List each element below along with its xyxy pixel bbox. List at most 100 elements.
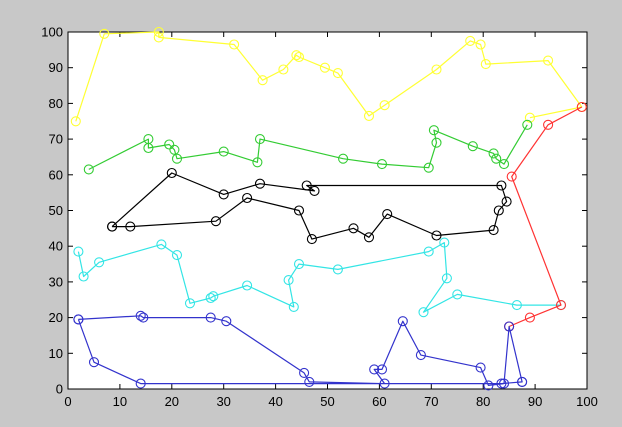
data-point xyxy=(423,162,434,173)
data-point xyxy=(439,237,450,248)
data-point xyxy=(543,119,554,130)
data-point xyxy=(475,362,486,373)
data-point xyxy=(156,239,167,250)
data-point xyxy=(205,292,216,304)
data-point xyxy=(288,301,299,312)
data-point xyxy=(301,180,312,191)
data-point xyxy=(491,153,502,164)
data-point xyxy=(348,223,359,234)
x-tick-label: 10 xyxy=(113,394,127,409)
data-point xyxy=(496,180,507,191)
data-point xyxy=(278,64,289,75)
data-point xyxy=(184,298,196,309)
data-point xyxy=(218,189,229,200)
x-tick-label: 40 xyxy=(268,394,282,409)
data-point xyxy=(293,51,305,63)
data-point xyxy=(511,300,522,311)
data-point xyxy=(78,271,89,282)
data-point xyxy=(99,28,110,39)
x-tick-label: 90 xyxy=(528,394,542,409)
data-point xyxy=(205,312,216,323)
series-3 xyxy=(73,237,567,318)
data-point xyxy=(423,246,434,257)
data-point xyxy=(431,230,442,241)
data-point xyxy=(431,137,442,148)
data-point xyxy=(555,300,567,311)
x-tick-label: 60 xyxy=(372,394,386,409)
data-point xyxy=(376,159,388,170)
data-point xyxy=(493,205,504,216)
data-point xyxy=(171,153,183,164)
data-point xyxy=(153,32,164,43)
y-tick-label: 0 xyxy=(56,382,63,397)
data-point xyxy=(70,116,81,127)
series-line xyxy=(88,124,528,170)
data-point xyxy=(480,59,491,70)
y-tick-label: 50 xyxy=(49,203,63,218)
y-tick-label: 70 xyxy=(49,132,63,147)
data-point xyxy=(382,209,393,220)
y-tick-label: 30 xyxy=(49,274,63,289)
series-1 xyxy=(83,119,533,175)
data-point xyxy=(306,234,317,245)
data-point xyxy=(319,62,330,73)
data-point xyxy=(576,101,587,113)
data-point xyxy=(254,178,266,189)
data-point xyxy=(363,232,375,243)
data-point xyxy=(229,39,240,50)
y-tick-label: 100 xyxy=(41,25,63,40)
data-point xyxy=(488,148,499,159)
data-point xyxy=(242,192,253,204)
series-2 xyxy=(107,167,512,245)
data-point xyxy=(522,119,533,130)
series-layer xyxy=(70,26,587,391)
data-point xyxy=(73,246,84,257)
data-point xyxy=(88,357,100,368)
data-point xyxy=(506,171,517,182)
data-point xyxy=(363,110,375,121)
data-point xyxy=(379,100,390,111)
data-point xyxy=(210,216,221,227)
y-tick-label: 10 xyxy=(49,346,63,361)
data-point xyxy=(208,291,219,302)
series-5 xyxy=(73,310,528,391)
x-tick-label: 0 xyxy=(64,394,71,409)
data-point xyxy=(164,139,175,150)
data-point xyxy=(293,205,305,216)
x-tick-label: 80 xyxy=(476,394,490,409)
data-point xyxy=(504,321,515,332)
y-tick-label: 40 xyxy=(49,239,63,254)
data-point xyxy=(498,159,510,170)
data-point xyxy=(475,39,486,50)
data-point xyxy=(94,257,105,268)
data-point xyxy=(291,50,302,61)
data-point xyxy=(218,146,229,157)
plot-area xyxy=(67,31,588,390)
data-point xyxy=(143,142,154,154)
data-point xyxy=(257,75,268,86)
data-point xyxy=(107,221,118,232)
data-point xyxy=(379,378,390,389)
data-point xyxy=(397,316,408,327)
data-point xyxy=(138,312,149,323)
data-point xyxy=(369,364,380,375)
data-point xyxy=(242,280,253,291)
data-point xyxy=(418,307,429,318)
data-point xyxy=(304,376,315,387)
data-point xyxy=(496,378,507,389)
data-point xyxy=(332,68,343,79)
x-tick-label: 30 xyxy=(216,394,230,409)
data-point xyxy=(501,196,512,207)
x-tick-label: 20 xyxy=(165,394,179,409)
axis-ticks: 0 10 20 30 40 50 60 70 80 90 100 0 10 20 30 40 50 60 70 80 9… xyxy=(41,25,598,410)
data-point xyxy=(293,259,305,270)
data-point xyxy=(283,275,294,286)
series-line xyxy=(77,242,561,313)
data-point xyxy=(467,141,478,152)
data-point xyxy=(376,364,388,375)
y-tick-label: 60 xyxy=(49,167,63,182)
data-point xyxy=(332,264,343,275)
data-point xyxy=(221,316,232,327)
